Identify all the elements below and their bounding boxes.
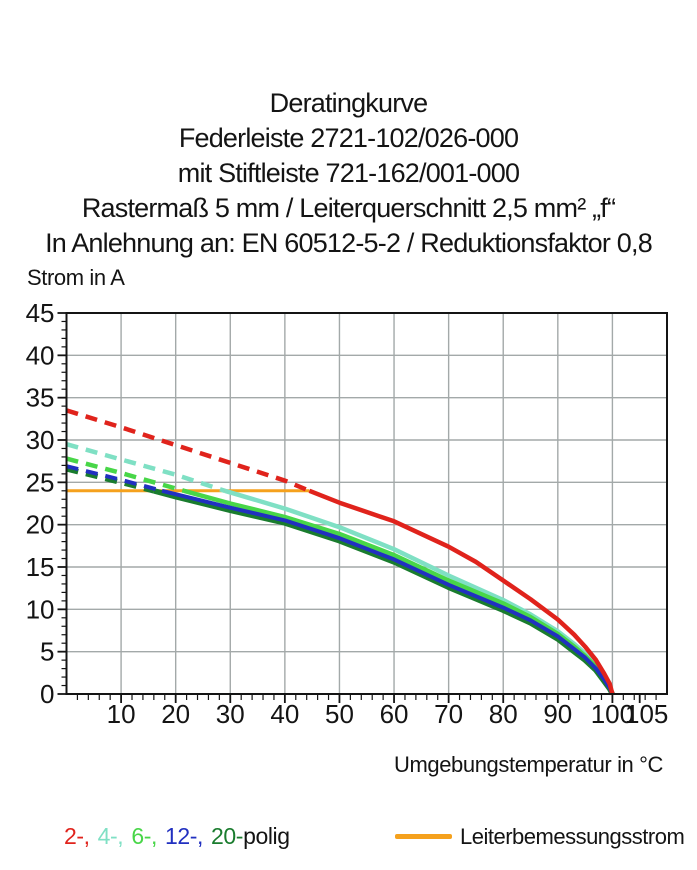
legend-pole-suffix: polig — [243, 823, 290, 849]
reference-line-label: Leiterbemessungsstrom — [460, 824, 685, 849]
x-tick-label: 40 — [270, 699, 299, 729]
chart-title-line-1: Deratingkurve — [269, 88, 428, 118]
chart-title-line-2: Federleiste 2721-102/026-000 — [178, 123, 519, 153]
legend-row: 2-, 4-, 6-, 12-, 20-polig Leiterbemessungsst… — [0, 823, 697, 863]
x-tick-label: 100 — [591, 699, 634, 729]
x-tick-label: 90 — [543, 699, 572, 729]
x-tick-label: 105 — [625, 699, 668, 729]
y-tick-label: 0 — [40, 679, 54, 709]
reference-line-swatch — [395, 834, 452, 839]
legend-pole-12-polig: 12-, — [164, 823, 204, 849]
chart-title-line-3: mit Stiftleiste 721-162/001-000 — [177, 158, 520, 188]
x-tick-label: 60 — [380, 699, 409, 729]
x-tick-label: 30 — [216, 699, 245, 729]
y-tick-label: 45 — [26, 298, 55, 328]
y-tick-label: 5 — [40, 637, 54, 667]
curve-solid-20-polig — [153, 488, 615, 696]
curve-dashed-2-polig — [65, 408, 311, 493]
x-tick-label: 20 — [161, 699, 190, 729]
y-axis-title: Strom in A — [27, 265, 125, 290]
legend-pole-6-polig: 6-, — [131, 823, 157, 849]
legend-pole-4-polig: 4-, — [97, 823, 124, 849]
chart-title-line-5: In Anlehnung an: EN 60512-5-2 / Reduktio… — [45, 228, 653, 258]
legend-pole-counts: 2-, 4-, 6-, 12-, 20-polig — [64, 823, 290, 850]
curve-solid-2-polig — [308, 488, 615, 695]
x-tick-label: 80 — [489, 699, 518, 729]
y-tick-label: 30 — [26, 425, 55, 455]
curve-dashed-12-polig — [66, 464, 163, 493]
curve-solid-12-polig — [161, 488, 615, 695]
y-tick-label: 15 — [26, 552, 55, 582]
legend-pole-2-polig: 2-, — [64, 823, 90, 849]
x-tick-label: 70 — [434, 699, 463, 729]
y-tick-label: 10 — [26, 594, 55, 624]
y-tick-label: 40 — [26, 340, 55, 370]
x-axis-title: Umgebungstemperatur in °C — [393, 752, 663, 777]
y-tick-label: 35 — [26, 383, 55, 413]
y-tick-label: 20 — [26, 510, 55, 540]
curve-dashed-4-polig — [65, 442, 226, 493]
legend-pole-20-polig: 20- — [211, 823, 244, 849]
plot-frame — [65, 312, 668, 695]
chart-title-line-4: Rastermaß 5 mm / Leiterquerschnitt 2,5 m… — [81, 193, 616, 223]
y-tick-label: 25 — [26, 467, 55, 497]
x-tick-label: 50 — [325, 699, 354, 729]
x-tick-label: 10 — [107, 699, 136, 729]
chart-title-block: Deratingkurve Federleiste 2721-102/026-0… — [0, 86, 697, 261]
